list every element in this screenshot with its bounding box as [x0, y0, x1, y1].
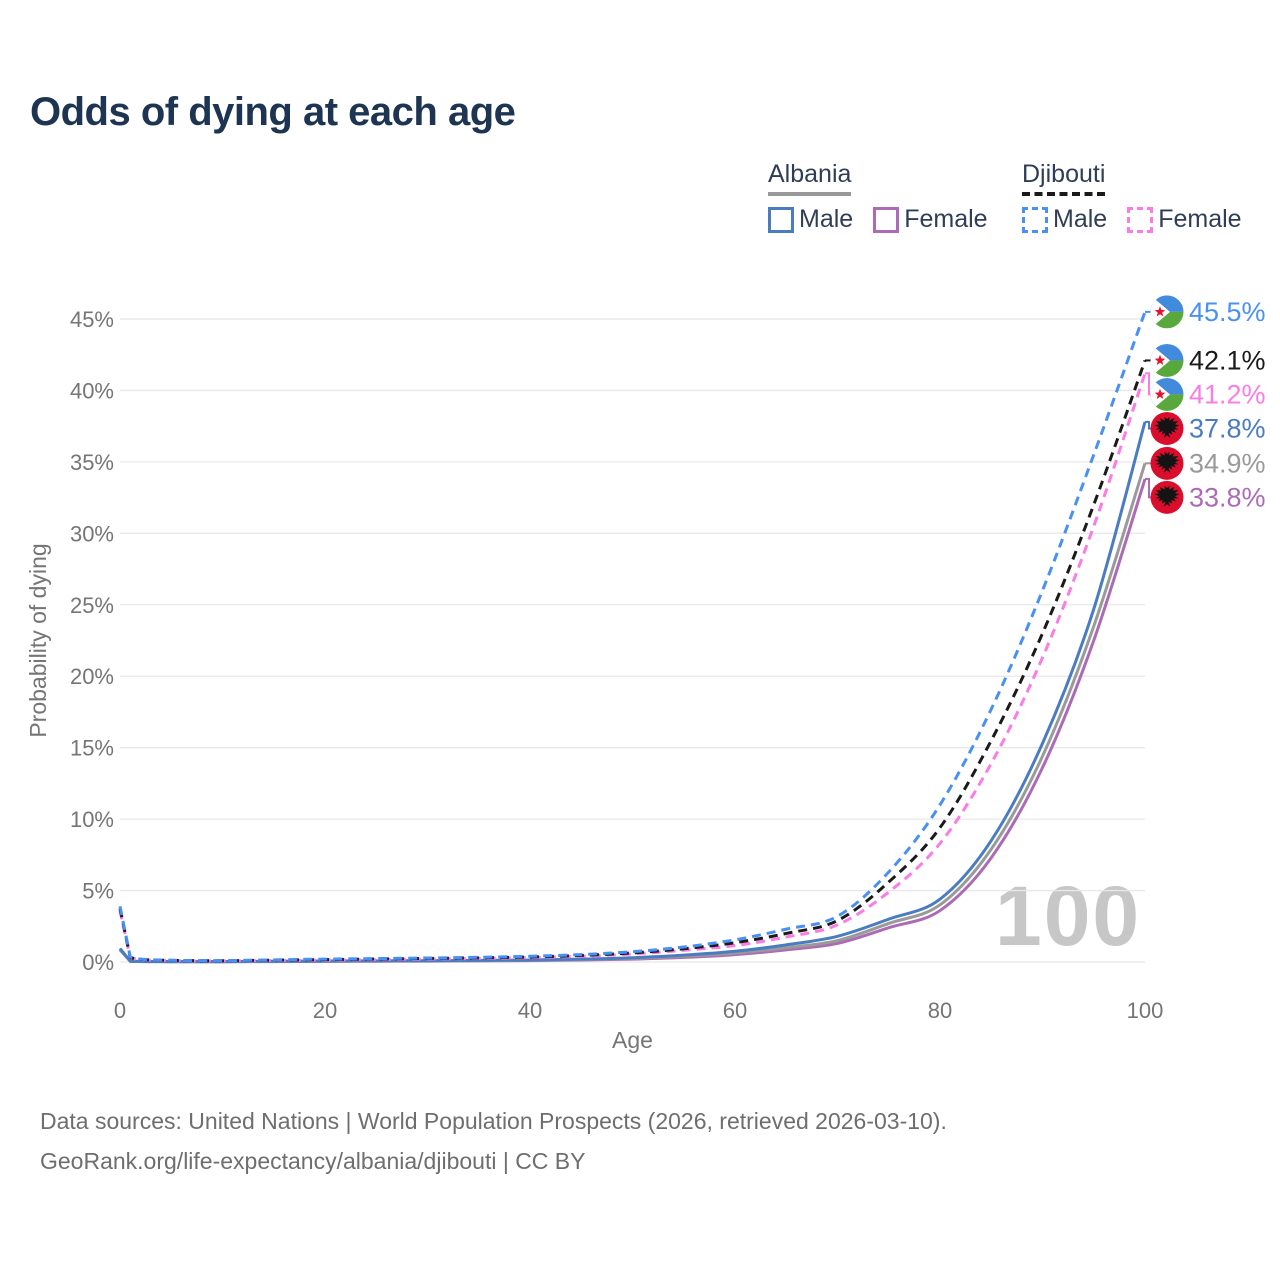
albania-flag-icon — [1150, 411, 1184, 445]
y-tick-label: 45% — [70, 307, 114, 332]
end-value-label-albania-both-sexes: 34.9% — [1189, 448, 1266, 478]
albania-female-swatch-icon — [873, 206, 900, 233]
x-tick-label: 0 — [114, 998, 126, 1023]
x-tick-label: 100 — [1127, 998, 1164, 1023]
end-value-label-djibouti-female: 41.2% — [1189, 379, 1266, 409]
end-value-label-albania-female: 33.8% — [1189, 482, 1266, 512]
y-tick-label: 40% — [70, 378, 114, 403]
x-axis-title: Age — [612, 1027, 653, 1053]
chart-legend: Albania Male Female Djibouti Male — [0, 160, 1280, 240]
y-tick-label: 35% — [70, 450, 114, 475]
attribution-link: GeoRank.org/life-expectancy/albania/djib… — [40, 1148, 586, 1174]
djibouti-flag-icon — [1150, 295, 1184, 329]
chart-title: Odds of dying at each age — [30, 90, 516, 134]
legend-group-albania: Albania Male Female — [768, 160, 988, 234]
y-tick-label: 30% — [70, 521, 114, 546]
star-shape — [1154, 306, 1166, 317]
legend-item-label: Female — [1158, 205, 1242, 233]
legend-item-djibouti-male[interactable]: Male — [1022, 205, 1107, 234]
djibouti-flag-icon — [1150, 377, 1184, 411]
x-tick-label: 60 — [723, 998, 747, 1023]
data-sources-note: Data sources: United Nations | World Pop… — [40, 1108, 947, 1134]
y-tick-label: 15% — [70, 736, 114, 761]
max-age-watermark: 100 — [995, 869, 1142, 963]
series-line-djibouti-both-sexes[interactable] — [118, 359, 1147, 963]
end-value-label-djibouti-both-sexes: 42.1% — [1189, 345, 1266, 375]
series-line-albania-male[interactable] — [118, 421, 1147, 964]
albania-flag-icon — [1150, 480, 1184, 514]
legend-item-albania-male[interactable]: Male — [768, 205, 853, 234]
legend-item-djibouti-female[interactable]: Female — [1127, 205, 1242, 234]
legend-item-label: Male — [1053, 205, 1108, 233]
legend-country-djibouti[interactable]: Djibouti — [1022, 160, 1106, 196]
legend-item-label: Male — [799, 205, 854, 233]
y-tick-label: 20% — [70, 664, 114, 689]
y-tick-label: 0% — [82, 950, 114, 975]
legend-item-label: Female — [904, 205, 988, 233]
albania-male-swatch-icon — [768, 206, 794, 233]
star-shape — [1154, 388, 1166, 399]
star-shape — [1154, 354, 1166, 365]
y-axis-title: Probability of dying — [25, 543, 51, 737]
end-value-label-djibouti-male: 45.5% — [1189, 297, 1266, 327]
x-tick-label: 80 — [928, 998, 952, 1023]
series-line-djibouti-male[interactable] — [118, 311, 1147, 963]
y-tick-label: 5% — [82, 879, 114, 904]
albania-flag-icon — [1150, 446, 1184, 480]
legend-group-djibouti: Djibouti Male Female — [1022, 160, 1242, 234]
y-tick-label: 10% — [70, 807, 114, 832]
x-tick-label: 20 — [313, 998, 337, 1023]
legend-country-albania[interactable]: Albania — [768, 160, 852, 196]
djibouti-male-swatch-icon — [1022, 206, 1048, 233]
end-value-label-albania-male: 37.8% — [1189, 413, 1266, 443]
series-line-albania-female[interactable] — [118, 478, 1147, 964]
legend-item-albania-female[interactable]: Female — [873, 205, 988, 234]
y-tick-label: 25% — [70, 593, 114, 618]
djibouti-female-swatch-icon — [1127, 206, 1154, 233]
x-tick-label: 40 — [518, 998, 542, 1023]
djibouti-flag-icon — [1150, 343, 1184, 377]
